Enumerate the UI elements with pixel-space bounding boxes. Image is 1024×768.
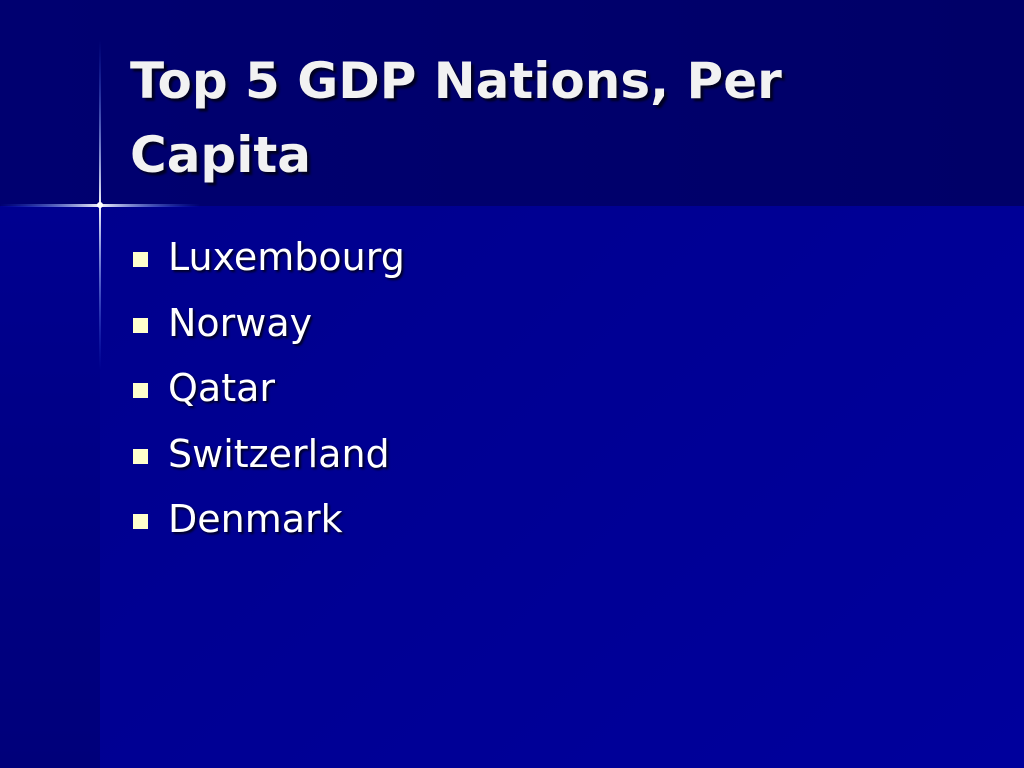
bullet-text: Norway <box>168 300 313 345</box>
bullet-item: Luxembourg <box>130 228 405 294</box>
bullet-text: Luxembourg <box>168 235 405 279</box>
bullet-item: Norway <box>130 294 405 360</box>
star <box>97 202 103 208</box>
bullet-item: Denmark <box>130 490 405 556</box>
bullet-marker <box>133 514 148 529</box>
bullet-item: Switzerland <box>130 425 405 491</box>
bullet-item: Qatar <box>130 359 405 425</box>
slide-title: Top 5 GDP Nations, Per Capita <box>130 52 782 184</box>
bullet-text: Denmark <box>168 497 343 541</box>
bullet-list: Luxembourg Norway Qatar Switzerland Denmark <box>130 228 405 556</box>
bullet-marker <box>133 317 148 333</box>
bullet-text: Switzerland <box>168 431 390 476</box>
left-strip <box>0 206 100 768</box>
bullet-text: Qatar <box>168 366 276 410</box>
title-band <box>0 0 1024 206</box>
bullet-marker <box>133 448 148 464</box>
bullet-marker <box>133 252 148 267</box>
bullet-marker <box>133 383 148 398</box>
